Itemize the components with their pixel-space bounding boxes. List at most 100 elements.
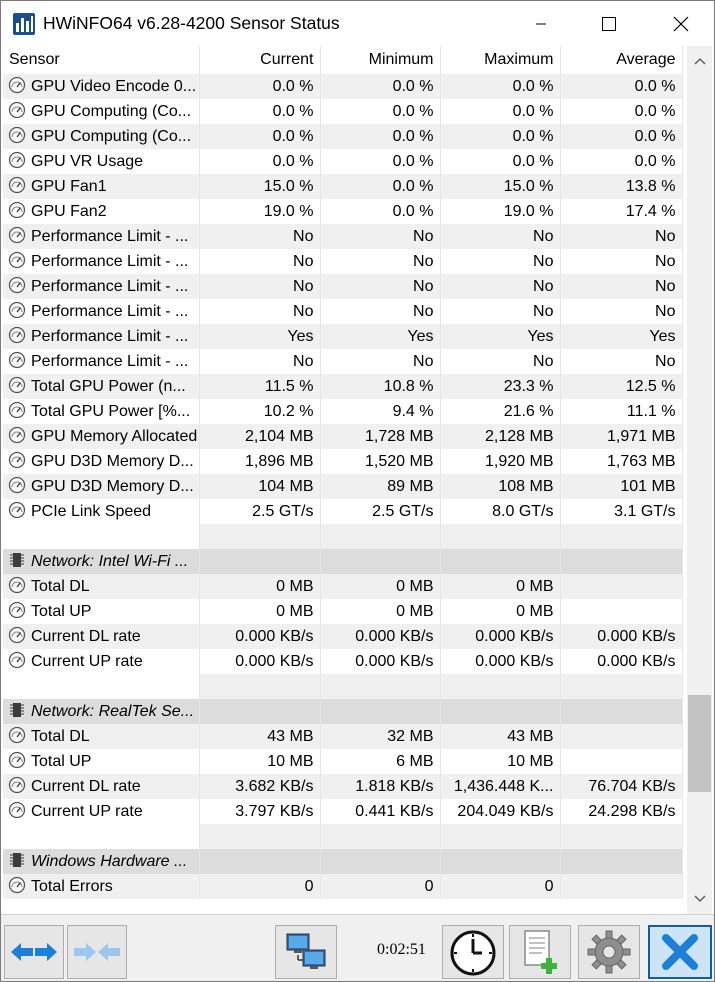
sensor-row[interactable]: PCIe Link Speed 2.5 GT/s 2.5 GT/s 8.0 GT/s 3… <box>3 499 683 524</box>
sensor-name: Total DL <box>31 577 90 595</box>
sensor-row[interactable]: GPU Fan1 15.0 % 0.0 % 15.0 % 13.8 % <box>3 174 683 199</box>
scroll-up-button[interactable] <box>687 46 712 76</box>
sensor-row[interactable]: Performance Limit - ... Yes Yes Yes Yes <box>3 324 683 349</box>
column-header-current[interactable]: Current <box>199 46 321 74</box>
sensor-row[interactable]: GPU Memory Allocated 2,104 MB 1,728 MB 2,12… <box>3 424 683 449</box>
sensor-value-minimum: 0.0 % <box>320 199 441 224</box>
sensor-row[interactable]: GPU VR Usage 0.0 % 0.0 % 0.0 % 0.0 % <box>3 149 683 174</box>
sensor-name: PCIe Link Speed <box>31 502 152 520</box>
sensor-value-average: 13.8 % <box>560 174 683 199</box>
close-icon <box>673 16 689 31</box>
sensor-group-row[interactable]: Network: RealTek Se... <box>3 699 683 724</box>
sensor-row[interactable]: Total DL 0 MB 0 MB 0 MB <box>3 574 683 599</box>
column-header-maximum[interactable]: Maximum <box>440 46 561 74</box>
column-header-sensor[interactable]: Sensor <box>3 46 200 74</box>
maximize-icon <box>602 16 616 31</box>
gauge-icon <box>8 726 26 743</box>
sensor-row[interactable]: GPU Computing (Co... 0.0 % 0.0 % 0.0 % 0.0 % <box>3 99 683 124</box>
blank-separator-row <box>3 824 683 849</box>
sensor-name: Total Errors <box>31 877 113 895</box>
sensor-name: GPU Video Encode 0... <box>31 77 197 95</box>
sensor-row[interactable]: Current UP rate 3.797 KB/s 0.441 KB/s 204.0… <box>3 799 683 824</box>
sensor-value-minimum: 0 <box>320 874 441 899</box>
sensor-row[interactable]: Current DL rate 0.000 KB/s 0.000 KB/s 0.000… <box>3 624 683 649</box>
sensor-row[interactable]: Total UP 10 MB 6 MB 10 MB <box>3 749 683 774</box>
clock-icon <box>450 930 496 976</box>
sensor-row[interactable]: Total GPU Power [%... 10.2 % 9.4 % 21.6 % 11… <box>3 399 683 424</box>
sensor-value-minimum: 2.5 GT/s <box>320 499 441 524</box>
sensor-value-maximum: No <box>440 274 561 299</box>
sensor-row[interactable]: Current UP rate 0.000 KB/s 0.000 KB/s 0.000… <box>3 649 683 674</box>
sensor-value-maximum: 0.0 % <box>440 149 561 174</box>
sensor-row[interactable]: Performance Limit - ... No No No No <box>3 299 683 324</box>
scroll-thumb[interactable] <box>688 695 711 792</box>
chip-icon <box>10 552 24 567</box>
sensor-row[interactable]: Performance Limit - ... No No No No <box>3 224 683 249</box>
group-label: Network: RealTek Se... <box>31 702 195 720</box>
sensor-value-maximum: Yes <box>440 324 561 349</box>
scroll-down-button[interactable] <box>687 884 712 914</box>
gauge-icon <box>8 351 26 368</box>
sensor-value-current: 0 MB <box>199 599 321 624</box>
sensor-row[interactable]: Total DL 43 MB 32 MB 43 MB <box>3 724 683 749</box>
sensor-value-current: 15.0 % <box>199 174 321 199</box>
sensor-value-minimum: 0 MB <box>320 574 441 599</box>
sensor-row[interactable]: Total UP 0 MB 0 MB 0 MB <box>3 599 683 624</box>
navigate-next-button[interactable] <box>4 925 64 979</box>
minimize-icon <box>536 23 546 24</box>
gear-icon <box>587 930 631 974</box>
gauge-icon <box>8 276 26 293</box>
navigate-prev-button[interactable] <box>67 925 127 979</box>
sensor-value-minimum: 0.0 % <box>320 74 441 99</box>
sensor-row[interactable]: Total GPU Power (n... 11.5 % 10.8 % 23.3 % 1… <box>3 374 683 399</box>
sensor-value-maximum: 43 MB <box>440 724 561 749</box>
sensor-value-minimum: 1,520 MB <box>320 449 441 474</box>
sensor-group-row[interactable]: Windows Hardware ... <box>3 849 683 874</box>
sensor-value-current: 43 MB <box>199 724 321 749</box>
sensor-row[interactable]: GPU Computing (Co... 0.0 % 0.0 % 0.0 % 0.0 % <box>3 124 683 149</box>
sensor-value-current: 0 <box>199 874 321 899</box>
sensor-value-average: 0.000 KB/s <box>560 624 683 649</box>
vertical-scrollbar[interactable] <box>687 46 712 914</box>
sensor-value-maximum: 0.000 KB/s <box>440 624 561 649</box>
sensor-value-average: 1,763 MB <box>560 449 683 474</box>
sensor-row[interactable]: GPU Fan2 19.0 % 0.0 % 19.0 % 17.4 % <box>3 199 683 224</box>
close-window-button[interactable] <box>651 1 711 46</box>
column-header-minimum[interactable]: Minimum <box>320 46 441 74</box>
minimize-button[interactable] <box>511 1 571 46</box>
sensor-row[interactable]: GPU Video Encode 0... 0.0 % 0.0 % 0.0 % 0.0 … <box>3 74 683 99</box>
sensor-value-maximum: 15.0 % <box>440 174 561 199</box>
close-sensors-button[interactable] <box>648 925 712 979</box>
sensor-value-maximum: 0 <box>440 874 561 899</box>
settings-button[interactable] <box>578 925 640 979</box>
sensor-name: GPU D3D Memory D... <box>31 452 194 470</box>
sensor-row[interactable]: Current DL rate 3.682 KB/s 1.818 KB/s 1,436… <box>3 774 683 799</box>
clock-button[interactable] <box>442 925 504 979</box>
sensor-row[interactable]: Performance Limit - ... No No No No <box>3 249 683 274</box>
sensor-row[interactable]: Total Errors 0 0 0 <box>3 874 683 899</box>
add-report-button[interactable] <box>509 925 571 979</box>
sensor-value-current: No <box>199 249 321 274</box>
sensor-row[interactable]: Performance Limit - ... No No No No <box>3 349 683 374</box>
maximize-button[interactable] <box>579 1 639 46</box>
elapsed-time: 0:02:51 <box>377 941 426 958</box>
sensor-value-average: No <box>560 224 683 249</box>
network-button[interactable] <box>275 925 337 979</box>
sensor-name: Current DL rate <box>31 627 141 645</box>
sensor-name: Performance Limit - ... <box>31 227 189 245</box>
sensor-row[interactable]: GPU D3D Memory D... 1,896 MB 1,520 MB 1,920… <box>3 449 683 474</box>
gauge-icon <box>8 376 26 393</box>
column-header-average[interactable]: Average <box>560 46 683 74</box>
sensor-row[interactable]: GPU D3D Memory D... 104 MB 89 MB 108 MB 101 … <box>3 474 683 499</box>
gauge-icon <box>8 876 26 893</box>
sensor-value-minimum: No <box>320 349 441 374</box>
sensor-name: Current DL rate <box>31 777 141 795</box>
sensor-group-row[interactable]: Network: Intel Wi-Fi ... <box>3 549 683 574</box>
sensor-value-maximum: No <box>440 349 561 374</box>
sensor-value-minimum: 9.4 % <box>320 399 441 424</box>
title-bar[interactable]: HWiNFO64 v6.28-4200 Sensor Status <box>1 1 714 46</box>
sensor-table-area[interactable]: Sensor Current Minimum Maximum Average G… <box>3 46 686 914</box>
sensor-row[interactable]: Performance Limit - ... No No No No <box>3 274 683 299</box>
sensor-name: Total GPU Power [%... <box>31 402 191 420</box>
sensor-name: GPU D3D Memory D... <box>31 477 194 495</box>
